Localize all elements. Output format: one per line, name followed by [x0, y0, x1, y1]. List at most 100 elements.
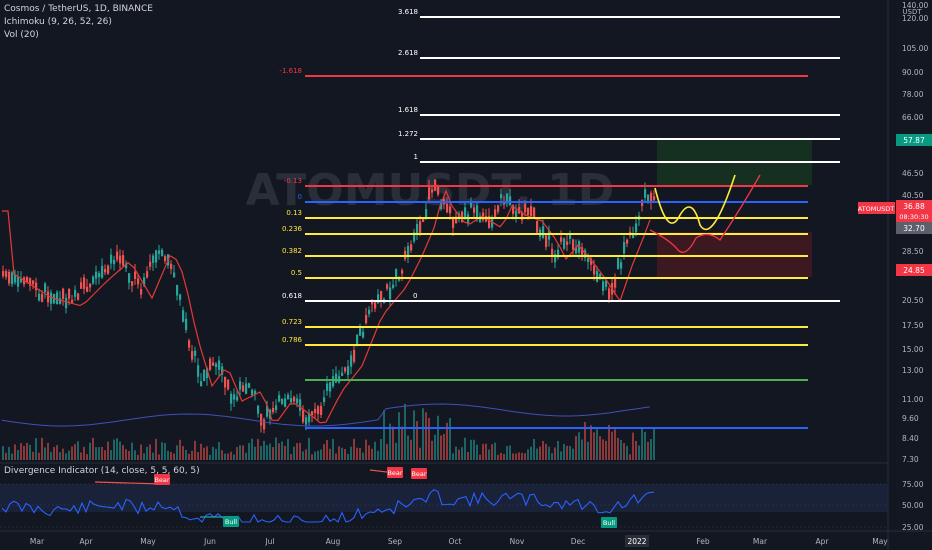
rsi-line	[1, 488, 655, 523]
volume-bar	[59, 452, 61, 460]
time-axis-label: Nov	[510, 537, 525, 546]
fib-level-label: 0.236	[282, 225, 303, 233]
time-axis-label: Jul	[264, 537, 274, 546]
candle-body	[227, 379, 230, 390]
candle-body	[569, 233, 572, 240]
candle-body	[191, 351, 194, 360]
volume-bar	[101, 446, 103, 460]
volume-bar	[497, 454, 499, 460]
price-axis-label: 7.30	[902, 455, 919, 464]
volume-bar	[149, 444, 151, 460]
volume-bar	[251, 438, 253, 460]
volume-bar	[392, 426, 394, 460]
volume-bar	[452, 453, 454, 460]
candle-body	[245, 383, 248, 394]
time-axis-label: May	[872, 537, 888, 546]
volume-bar	[323, 444, 325, 460]
candle-body	[587, 258, 590, 263]
candle-body	[389, 287, 392, 300]
volume-bar	[311, 454, 313, 460]
volume-bar	[467, 451, 469, 460]
volume-bar	[404, 403, 406, 460]
price-axis-label: 78.00	[902, 90, 924, 99]
candle-body	[41, 294, 44, 302]
volume-bar	[74, 444, 76, 460]
tag-grey	[896, 222, 932, 234]
volume-legend[interactable]: Vol (20)	[4, 30, 39, 40]
candle-body	[425, 208, 428, 220]
candle-body	[122, 255, 125, 266]
volume-bar	[197, 452, 199, 460]
volume-bar	[263, 440, 265, 460]
candle-body	[161, 249, 164, 256]
candle-body	[140, 289, 143, 295]
candle-body	[428, 187, 431, 200]
volume-ma-line	[1, 403, 651, 427]
symbol-tag-label: ATOMUSDT	[858, 205, 895, 213]
price-axis-label: 8.40	[902, 434, 919, 443]
candle-body	[299, 399, 302, 411]
volume-bar	[521, 452, 523, 460]
candle-body	[116, 251, 119, 260]
tag-green	[896, 134, 932, 146]
candle-body	[173, 272, 176, 278]
volume-bar	[320, 449, 322, 460]
price-axis-label: 105.00	[902, 44, 928, 53]
candle-body	[419, 221, 422, 233]
candle-body	[407, 245, 410, 258]
volume-bar	[53, 446, 55, 460]
candle-body	[563, 238, 566, 249]
candle-body	[101, 265, 104, 278]
volume-bar	[110, 450, 112, 460]
divergence-tag	[601, 517, 617, 528]
volume-bar	[416, 421, 418, 460]
price-axis-label: 120.00	[902, 14, 928, 23]
symbol-legend[interactable]: Cosmos / TetherUS, 1D, BINANCE	[4, 4, 153, 14]
volume-bar	[407, 435, 409, 460]
volume-bar	[209, 454, 211, 460]
candle-body	[179, 294, 182, 300]
candle-body	[464, 207, 467, 219]
fib-level-label: 1.272	[398, 130, 418, 138]
volume-bar	[569, 445, 571, 460]
candle-body	[119, 255, 122, 264]
divergence-line	[94, 481, 163, 485]
time-axis-label: May	[140, 537, 156, 546]
countdown-label: 08:30:30	[899, 213, 928, 221]
projection-path-yellow	[654, 174, 736, 231]
candle-body	[218, 360, 221, 370]
candle-body	[194, 350, 197, 356]
oscillator-band	[0, 484, 888, 512]
volume-bar	[8, 447, 10, 460]
divergence-tag	[411, 468, 427, 479]
volume-bar	[386, 444, 388, 460]
last-price-label: 36.88	[903, 202, 925, 211]
candle-body	[137, 278, 140, 285]
volume-bar	[86, 454, 88, 460]
candle-body	[368, 309, 371, 315]
tag-red-label: 24.85	[903, 266, 925, 275]
volume-bar	[413, 410, 415, 460]
volume-bar	[272, 447, 274, 460]
volume-bar	[236, 447, 238, 460]
ichimoku-legend[interactable]: Ichimoku (9, 26, 52, 26)	[4, 17, 112, 27]
candle-body	[224, 376, 227, 388]
candle-body	[386, 284, 389, 289]
candle-body	[359, 327, 362, 336]
volume-bar	[539, 446, 541, 460]
volume-bar	[302, 451, 304, 460]
tag-red	[896, 264, 932, 276]
volume-bar	[473, 439, 475, 460]
candle-body	[275, 405, 278, 411]
volume-bar	[368, 445, 370, 460]
volume-bar	[275, 437, 277, 460]
divergence-tag	[387, 467, 403, 478]
volume-bar	[602, 439, 604, 460]
candle-body	[392, 284, 395, 288]
volume-bar	[281, 441, 283, 460]
candle-body	[257, 405, 260, 414]
oscillator-legend[interactable]: Divergence Indicator (14, close, 5, 5, 6…	[4, 466, 200, 476]
time-axis-label: Apr	[816, 537, 830, 546]
fib-level-label: 0.382	[282, 247, 302, 255]
